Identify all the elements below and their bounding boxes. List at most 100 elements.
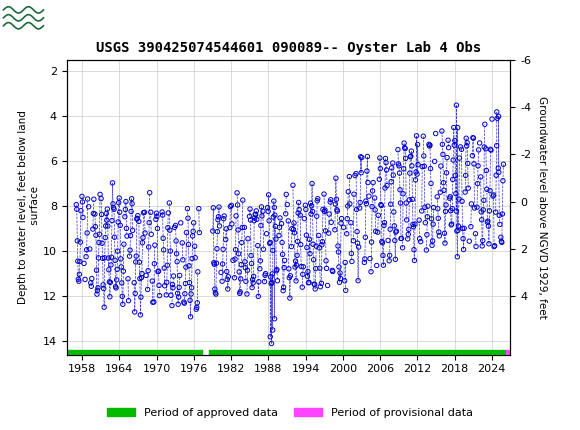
- Point: [442, 169, 451, 176]
- Point: [195, 229, 204, 236]
- Point: [310, 286, 320, 292]
- Point: [396, 200, 405, 206]
- Point: [213, 228, 222, 235]
- Point: [213, 216, 223, 223]
- Point: [463, 160, 472, 167]
- Point: [237, 239, 246, 246]
- Point: [434, 233, 444, 240]
- Point: [302, 244, 311, 251]
- Point: [218, 261, 227, 267]
- Point: [480, 144, 489, 150]
- Point: [172, 250, 181, 257]
- Point: [451, 190, 461, 197]
- Point: [412, 171, 422, 178]
- Point: [86, 283, 96, 290]
- Point: [413, 141, 422, 148]
- Point: [307, 203, 316, 209]
- Point: [306, 250, 315, 257]
- Point: [271, 223, 280, 230]
- Point: [88, 226, 97, 233]
- Point: [385, 252, 394, 259]
- Point: [472, 243, 481, 250]
- Point: [193, 268, 202, 275]
- Point: [223, 276, 232, 283]
- Point: [115, 209, 124, 216]
- Point: [426, 180, 436, 187]
- Y-axis label: Groundwater level above NGVD 1929, feet: Groundwater level above NGVD 1929, feet: [537, 96, 547, 319]
- Point: [405, 153, 415, 160]
- Point: [346, 219, 356, 226]
- Point: [315, 265, 324, 272]
- Point: [250, 215, 259, 221]
- Point: [378, 252, 387, 259]
- Point: [115, 222, 125, 229]
- Point: [422, 231, 432, 238]
- Point: [103, 206, 112, 212]
- Point: [306, 211, 316, 218]
- Point: [74, 276, 83, 283]
- Point: [227, 202, 236, 209]
- Point: [315, 244, 324, 251]
- Point: [312, 213, 321, 220]
- Point: [398, 190, 408, 197]
- Point: [336, 275, 345, 282]
- Point: [235, 290, 244, 297]
- Point: [367, 268, 376, 275]
- Point: [429, 204, 438, 211]
- Point: [335, 270, 345, 276]
- Point: [100, 234, 110, 241]
- Point: [96, 195, 106, 202]
- Point: [405, 170, 415, 177]
- Point: [365, 255, 375, 262]
- Point: [497, 239, 506, 246]
- Point: [96, 191, 105, 198]
- Point: [376, 165, 385, 172]
- Point: [280, 257, 289, 264]
- Point: [231, 212, 241, 219]
- Point: [114, 218, 123, 225]
- Point: [441, 208, 450, 215]
- Point: [122, 233, 132, 240]
- Point: [92, 291, 101, 298]
- Point: [490, 243, 499, 250]
- Point: [266, 273, 276, 280]
- Point: [248, 276, 258, 283]
- Point: [458, 235, 467, 242]
- Point: [277, 239, 287, 246]
- Point: [188, 233, 197, 240]
- Point: [349, 191, 358, 198]
- Point: [415, 235, 425, 242]
- Point: [327, 219, 336, 226]
- Point: [126, 208, 136, 215]
- Point: [72, 237, 82, 244]
- Point: [209, 204, 218, 211]
- Point: [212, 245, 222, 252]
- Point: [168, 281, 177, 288]
- Point: [448, 205, 457, 212]
- Point: [178, 256, 187, 263]
- Point: [224, 273, 233, 280]
- Point: [76, 239, 85, 246]
- Point: [300, 215, 309, 222]
- Point: [313, 197, 322, 204]
- Point: [487, 116, 496, 123]
- Point: [73, 258, 82, 264]
- Point: [449, 124, 458, 131]
- Point: [305, 236, 314, 243]
- Point: [130, 308, 139, 315]
- Point: [459, 246, 468, 253]
- Point: [385, 258, 394, 264]
- Point: [377, 238, 386, 245]
- Point: [291, 277, 300, 284]
- Point: [386, 178, 396, 185]
- Point: [483, 218, 492, 224]
- Point: [431, 130, 440, 137]
- Point: [138, 239, 147, 246]
- Point: [347, 250, 356, 257]
- Point: [453, 253, 462, 260]
- Point: [136, 294, 146, 301]
- Point: [458, 198, 467, 205]
- Point: [212, 260, 221, 267]
- Point: [320, 190, 329, 197]
- Point: [473, 163, 483, 169]
